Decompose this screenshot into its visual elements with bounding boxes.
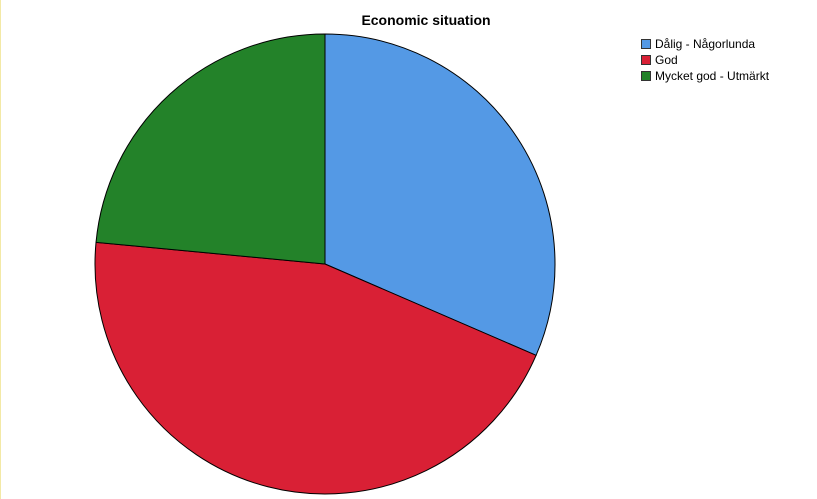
- pie-slice-3: [95, 33, 326, 265]
- legend-item-dalig: Dålig - Någorlunda: [641, 36, 769, 52]
- chart-title: Economic situation: [361, 12, 491, 28]
- legend-swatch: [641, 71, 651, 81]
- legend: Dålig - Någorlunda God Mycket god - Utmä…: [641, 36, 769, 84]
- legend-swatch: [641, 55, 651, 65]
- legend-label: God: [655, 53, 678, 67]
- legend-label: Dålig - Någorlunda: [655, 37, 756, 51]
- pie-slice-2: [94, 241, 537, 495]
- pie-slice-1: [324, 33, 556, 357]
- legend-item-god: God: [641, 52, 769, 68]
- legend-swatch: [641, 39, 651, 49]
- legend-label: Mycket god - Utmärkt: [655, 69, 770, 83]
- pie-slices: [94, 33, 556, 495]
- legend-item-mycket-god: Mycket god - Utmärkt: [641, 68, 769, 84]
